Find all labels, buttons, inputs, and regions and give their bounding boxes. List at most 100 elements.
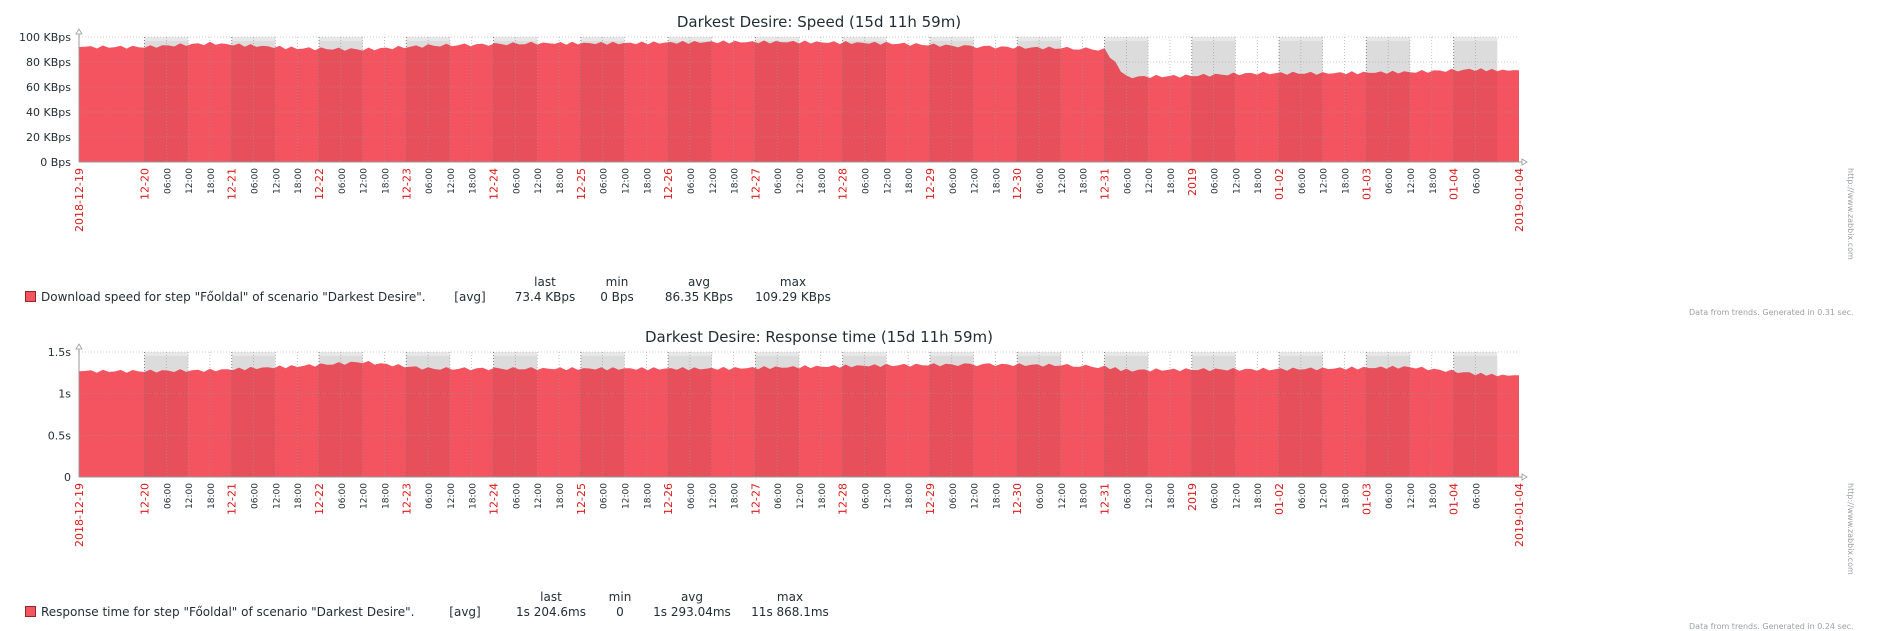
x-tick-label: 18:00	[818, 168, 828, 194]
y-tick-label: 1.5s	[48, 346, 71, 359]
x-tick-label: 06:00	[1385, 168, 1395, 194]
x-tick-label: 12:00	[883, 483, 893, 509]
night-shade	[842, 356, 887, 477]
x-tick-label: 12:00	[796, 168, 806, 194]
x-tick-label: 12:00	[447, 168, 457, 194]
night-shade	[406, 356, 450, 477]
night-shade	[1017, 356, 1061, 477]
night-shade	[144, 41, 189, 162]
x-tick-label: 12:00	[360, 483, 370, 509]
x-tick-label: 12:00	[971, 168, 981, 194]
x-tick-label: 06:00	[251, 168, 261, 194]
x-tick-label: 18:00	[469, 168, 479, 194]
y-axis-arrow	[75, 343, 83, 350]
x-tick-label: 18:00	[905, 483, 915, 509]
x-tick-label: 12:00	[1320, 483, 1330, 509]
x-tick-label-major: 12-24	[488, 483, 501, 515]
speed-footer-note: Data from trends. Generated in 0.31 sec.	[1689, 308, 1854, 317]
x-tick-label: 18:00	[1167, 168, 1177, 194]
legend-header-avg: avg	[680, 590, 704, 604]
x-tick-label: 06:00	[512, 168, 522, 194]
x-tick-label-major: 12-22	[313, 168, 326, 200]
zabbix-side-label: http://www.zabbix.com	[1846, 168, 1855, 260]
legend-swatch	[25, 606, 36, 617]
night-shade	[493, 41, 538, 162]
x-tick-label-major: 12-26	[662, 483, 675, 515]
x-tick-label: 18:00	[992, 483, 1002, 509]
x-tick-label: 18:00	[1342, 168, 1352, 194]
night-shade	[580, 356, 625, 477]
x-tick-label: 06:00	[512, 483, 522, 509]
x-tick-label: 06:00	[1298, 168, 1308, 194]
response-legend: last min avg max Response time for step …	[25, 590, 829, 626]
legend-value-max: 109.29 KBps	[755, 290, 831, 304]
x-tick-label-major: 12-28	[837, 168, 850, 200]
x-tick-label: 12:00	[971, 483, 981, 509]
x-tick-label: 12:00	[883, 168, 893, 194]
x-tick-label-major: 01-04	[1448, 483, 1461, 515]
legend-value-min: 0	[616, 605, 624, 619]
x-tick-label: 06:00	[251, 483, 261, 509]
x-tick-label: 06:00	[687, 483, 697, 509]
x-tick-label: 06:00	[1472, 168, 1482, 194]
x-tick-label: 18:00	[1080, 168, 1090, 194]
night-shade	[1366, 41, 1410, 162]
legend-header-avg: avg	[687, 275, 711, 289]
x-tick-label: 18:00	[643, 483, 653, 509]
x-tick-label-major: 01-03	[1360, 483, 1373, 515]
night-shade	[668, 356, 712, 477]
y-tick-label: 0.5s	[48, 429, 71, 442]
legend-value-max: 11s 868.1ms	[751, 605, 829, 619]
x-tick-label: 12:00	[1407, 168, 1417, 194]
x-tick-label: 12:00	[534, 483, 544, 509]
x-tick-label: 12:00	[447, 483, 457, 509]
x-tick-label: 18:00	[1167, 483, 1177, 509]
night-shade	[319, 41, 363, 162]
x-tick-label-major: 12-26	[662, 168, 675, 200]
x-tick-label: 18:00	[731, 483, 741, 509]
x-tick-label: 18:00	[818, 483, 828, 509]
night-shade	[755, 41, 800, 162]
x-tick-label: 06:00	[1298, 483, 1308, 509]
x-tick-label: 18:00	[643, 168, 653, 194]
x-tick-label-major: 2019-01-04	[1513, 483, 1526, 547]
speed-graph: Darkest Desire: Speed (15d 11h 59m) 0 Bps…	[0, 0, 1885, 317]
speed-chart-svg: Darkest Desire: Speed (15d 11h 59m) 0 Bps…	[19, 13, 1528, 232]
x-tick-label: 12:00	[185, 168, 195, 194]
night-shade	[144, 356, 189, 477]
x-tick-label: 18:00	[207, 168, 217, 194]
x-tick-label: 06:00	[687, 168, 697, 194]
x-tick-label-major: 12-27	[749, 168, 762, 200]
x-tick-label-major: 12-27	[749, 483, 762, 515]
legend-value-last: 73.4 KBps	[514, 290, 576, 304]
x-tick-label: 06:00	[1385, 483, 1395, 509]
x-tick-label: 06:00	[1123, 168, 1133, 194]
x-tick-label: 06:00	[163, 483, 173, 509]
x-tick-label: 06:00	[163, 168, 173, 194]
night-shade	[231, 356, 276, 477]
night-shade	[1366, 356, 1410, 477]
x-tick-label: 06:00	[1036, 483, 1046, 509]
x-tick-label: 12:00	[1058, 168, 1068, 194]
x-tick-label-major: 12-30	[1011, 168, 1024, 200]
night-shade	[493, 356, 538, 477]
x-tick-label: 06:00	[338, 168, 348, 194]
x-tick-label: 06:00	[861, 483, 871, 509]
legend-series-label: Response time for step "Főoldal" of scen…	[25, 605, 414, 619]
x-tick-label: 12:00	[796, 483, 806, 509]
x-tick-label: 12:00	[360, 168, 370, 194]
legend-value-min: 0 Bps	[600, 290, 634, 304]
x-tick-label: 12:00	[1145, 483, 1155, 509]
x-tick-label: 18:00	[381, 168, 391, 194]
x-tick-label: 06:00	[1123, 483, 1133, 509]
legend-series-label: Download speed for step "Főoldal" of sce…	[25, 290, 426, 304]
x-tick-label-major: 12-31	[1098, 483, 1111, 515]
x-tick-label: 18:00	[1342, 483, 1352, 509]
x-tick-label: 12:00	[1232, 483, 1242, 509]
x-tick-label: 06:00	[1036, 168, 1046, 194]
x-tick-label-major: 01-03	[1360, 168, 1373, 200]
x-tick-label-major: 12-22	[313, 483, 326, 515]
legend-header-max: max	[776, 590, 804, 604]
legend-swatch	[25, 291, 36, 302]
x-tick-label-major: 12-20	[138, 168, 151, 200]
